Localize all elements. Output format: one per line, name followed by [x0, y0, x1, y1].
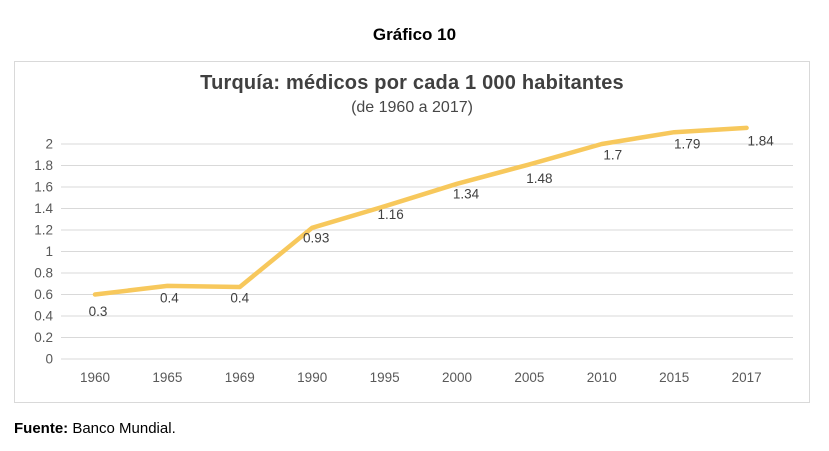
- data-label: 1.84: [747, 133, 774, 148]
- y-axis-tick-label: 1.2: [34, 223, 53, 238]
- x-axis-tick-label: 1965: [152, 370, 182, 385]
- y-axis-tick-label: 0.2: [34, 330, 53, 345]
- data-label: 1.48: [526, 171, 552, 186]
- data-label: 0.93: [303, 230, 329, 245]
- line-chart-plot: 2 1.8 1.6 1.4 1.2 1 0.8 0.6 0.4 0.2 0 1960 1965 1969 1…: [34, 125, 793, 385]
- x-axis-tick-label: 1969: [225, 370, 255, 385]
- data-label: 0.3: [89, 304, 108, 319]
- y-axis-tick-label: 0.6: [34, 287, 53, 302]
- y-axis-tick-label: 1.4: [34, 201, 53, 216]
- y-axis-tick-label: 2: [45, 137, 53, 152]
- x-axis-tick-label: 1960: [80, 370, 110, 385]
- x-axis-tick-label: 2017: [732, 370, 762, 385]
- data-label: 1.79: [674, 137, 700, 152]
- x-axis-tick-label: 2000: [442, 370, 472, 385]
- data-label: 1.7: [603, 148, 622, 163]
- y-axis-tick-label: 1.8: [34, 158, 53, 173]
- data-label: 1.34: [453, 186, 480, 201]
- data-label: 0.4: [160, 290, 179, 305]
- source-note: Fuente: Banco Mundial.: [14, 420, 176, 437]
- x-axis-tick-label: 1995: [370, 370, 400, 385]
- source-text: Banco Mundial.: [68, 420, 176, 437]
- x-axis-tick-label: 2005: [514, 370, 544, 385]
- y-axis-tick-label: 1.6: [34, 180, 53, 195]
- x-axis-tick-label: 2015: [659, 370, 689, 385]
- chart-title: Turquía: médicos por cada 1 000 habitant…: [200, 72, 624, 94]
- x-axis-tick-label: 2010: [587, 370, 617, 385]
- y-axis-tick-label: 0.4: [34, 309, 53, 324]
- x-axis-tick-label: 1990: [297, 370, 327, 385]
- y-axis-tick-label: 0: [45, 352, 53, 367]
- data-label: 1.16: [377, 207, 403, 222]
- series-line: [92, 125, 749, 297]
- data-label: 0.4: [230, 291, 249, 306]
- y-axis-tick-label: 0.8: [34, 266, 53, 281]
- figure-heading: Gráfico 10: [372, 25, 457, 44]
- chart-panel: 2 1.8 1.6 1.4 1.2 1 0.8 0.6 0.4 0.2 0 1960 1965 1969 1…: [14, 61, 810, 403]
- chart-subtitle: (de 1960 a 2017): [351, 99, 473, 116]
- source-label: Fuente:: [14, 420, 69, 437]
- y-axis-tick-label: 1: [45, 244, 53, 259]
